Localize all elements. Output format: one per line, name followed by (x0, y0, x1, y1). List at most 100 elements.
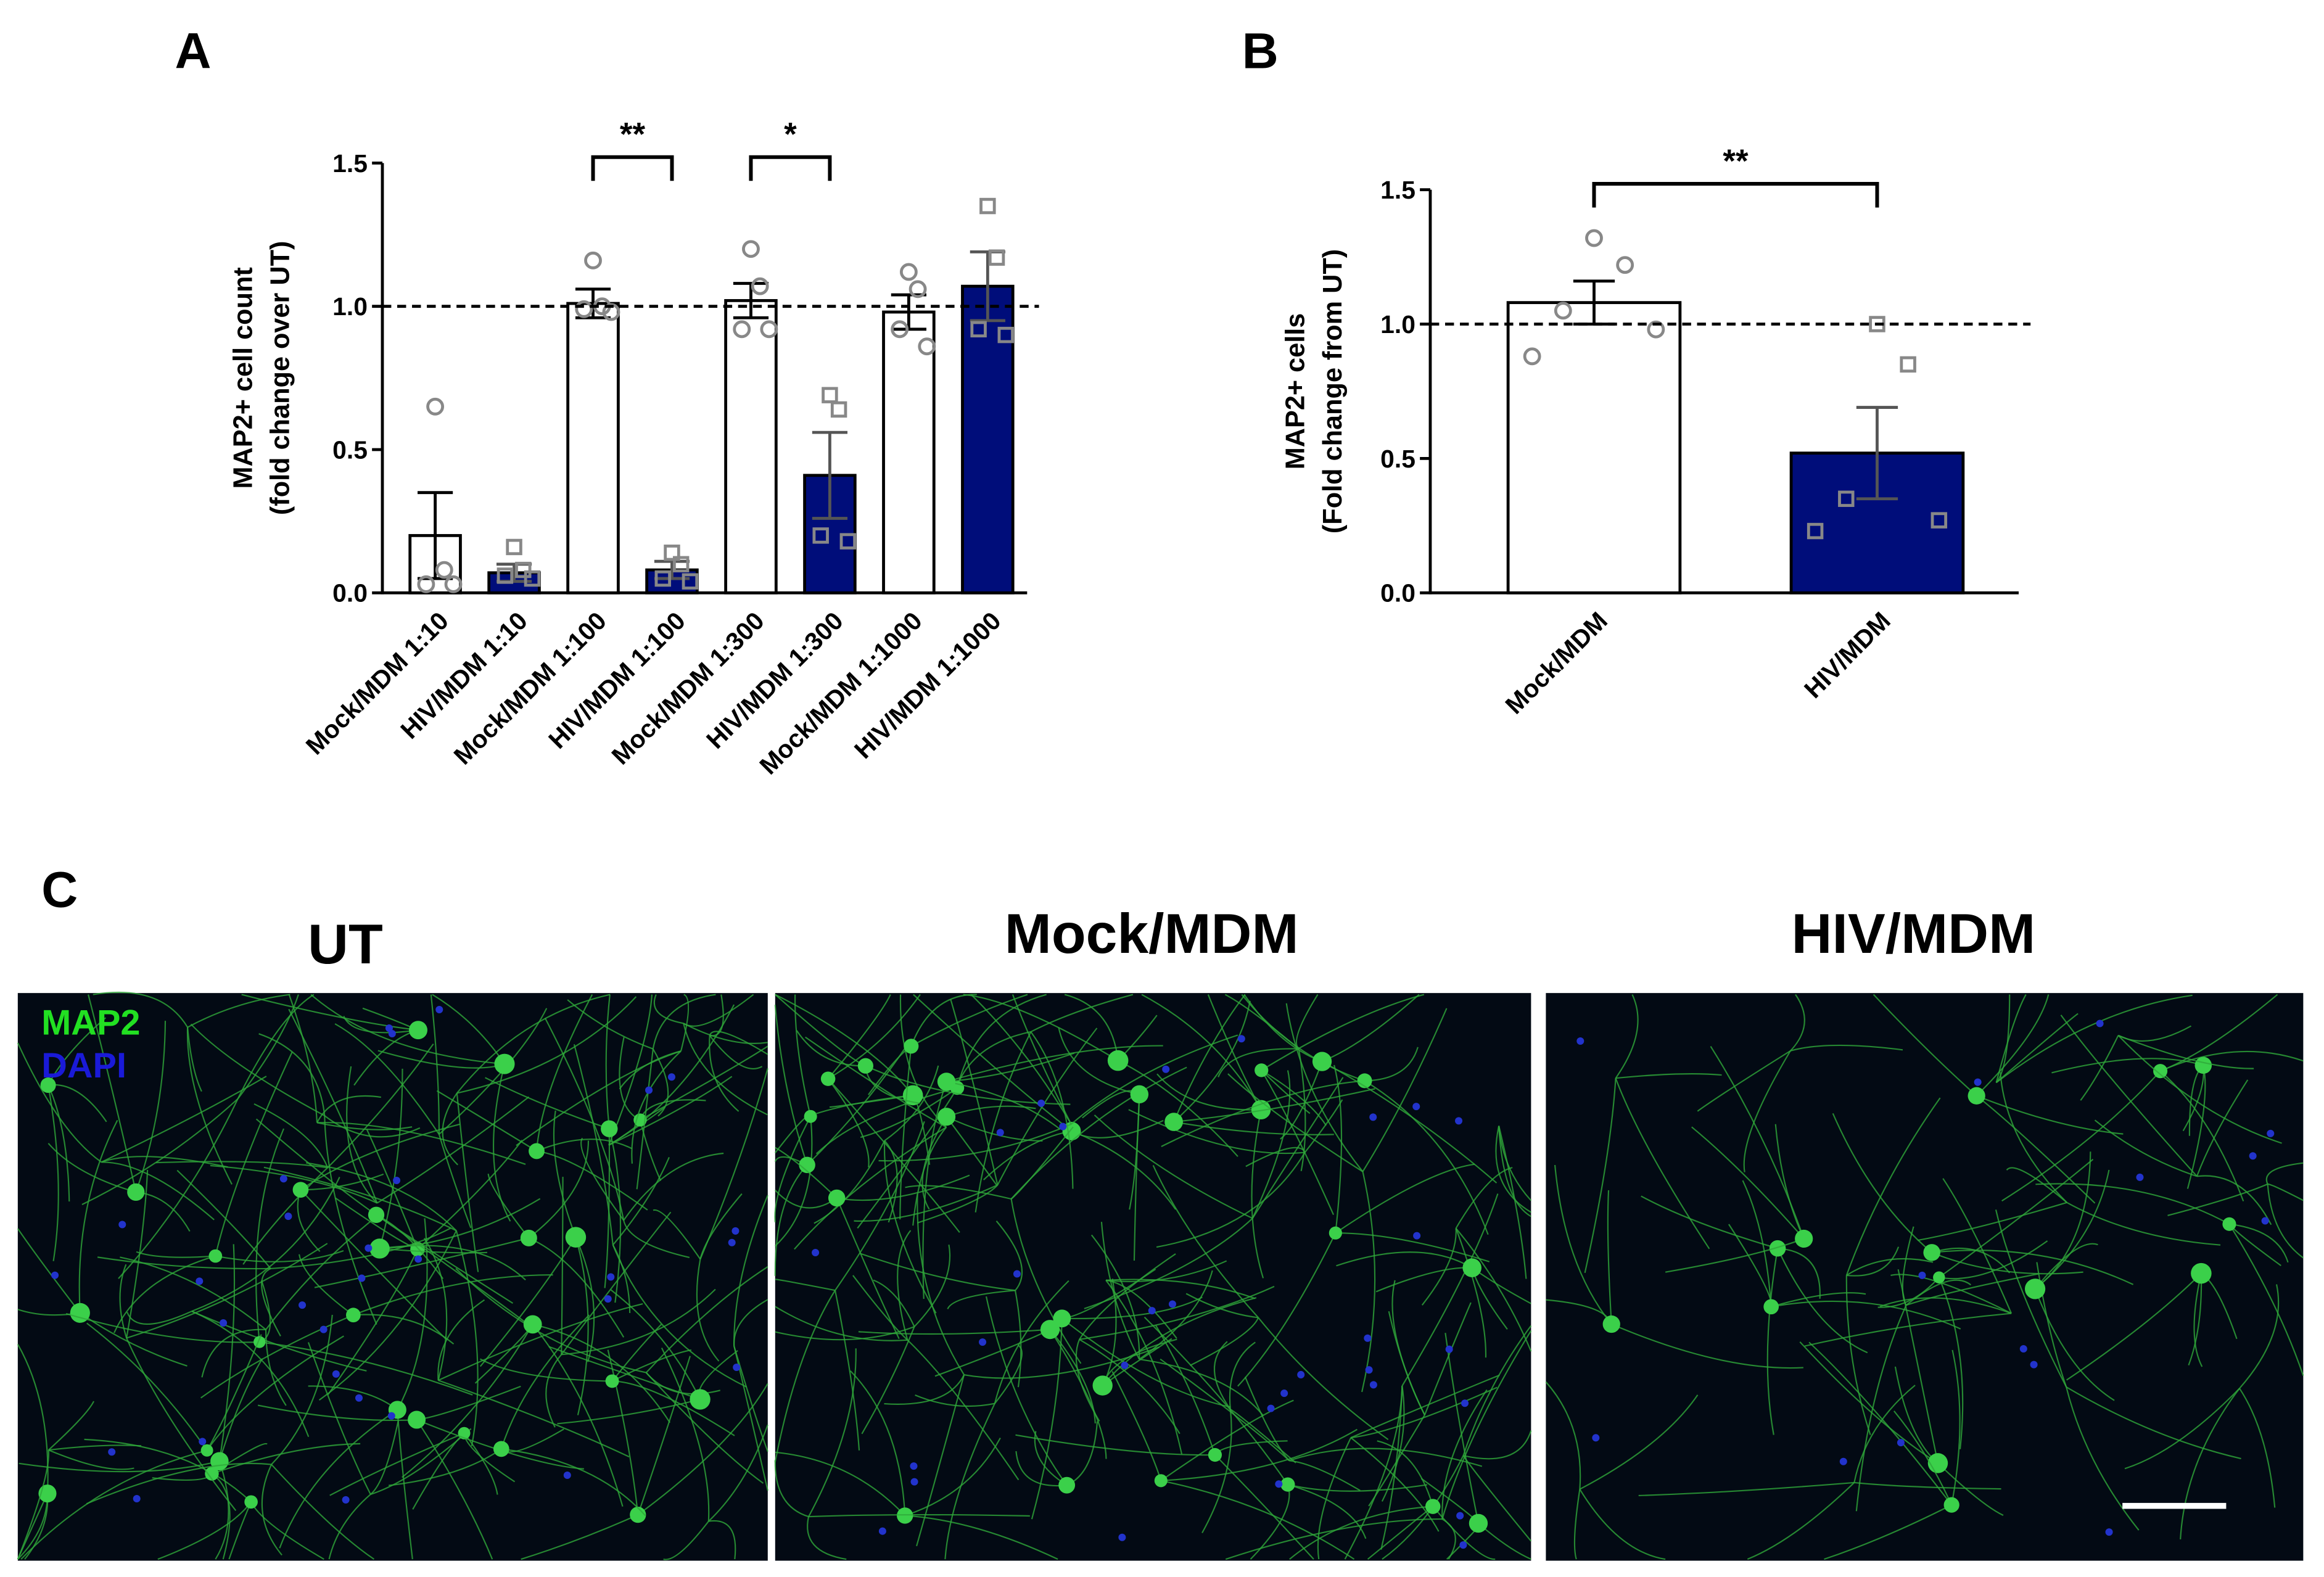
neurite (1111, 1371, 1162, 1481)
nucleus (1369, 1113, 1377, 1121)
nucleus (2261, 1217, 2269, 1225)
data-point (682, 573, 699, 590)
nucleus (342, 1496, 350, 1504)
neurite (86, 1322, 208, 1451)
neurite (995, 1221, 1023, 1291)
neurite (2267, 1183, 2304, 1201)
neurite (47, 1017, 107, 1086)
neurite (1462, 1455, 1532, 1542)
neurite (557, 1398, 701, 1425)
y-tick-label: 0.5 (1380, 445, 1415, 473)
y-tick-label: 1.5 (332, 149, 368, 178)
neurite (1902, 1226, 1914, 1306)
neurite (1031, 1318, 1063, 1520)
neurite (437, 1299, 485, 1381)
neurite (1498, 1126, 1531, 1217)
neurite (1401, 1193, 1499, 1386)
soma (205, 1467, 219, 1481)
neurite (65, 1313, 260, 1343)
neurite (318, 1230, 457, 1401)
soma (565, 1227, 587, 1248)
data-point (830, 401, 847, 418)
data-point (812, 527, 829, 544)
data-point (760, 320, 778, 339)
neurite (1287, 1484, 1367, 1539)
panel-label: C (41, 862, 78, 918)
soma (1053, 1309, 1071, 1328)
nucleus (199, 1438, 207, 1446)
neurite (1105, 1279, 1177, 1339)
soma (904, 1039, 919, 1054)
neurite (118, 1098, 239, 1279)
neurite (1424, 1302, 1472, 1415)
neurite (1361, 1171, 1376, 1393)
nucleus (2136, 1173, 2144, 1181)
bar (1506, 301, 1682, 595)
neurite (288, 1008, 378, 1204)
neurite (126, 1243, 328, 1339)
neurite (442, 1092, 458, 1166)
nucleus (910, 1462, 918, 1470)
neurite (1938, 1277, 1964, 1449)
neurite (1218, 1048, 1299, 1077)
neurite (479, 1237, 577, 1367)
neurite (1615, 1077, 1710, 1250)
neurite (2066, 1272, 2202, 1381)
neurite (1743, 1050, 1791, 1172)
nucleus (2267, 1129, 2275, 1137)
neurite (253, 1103, 329, 1168)
neurite (1285, 1003, 1364, 1172)
neurite (2188, 1273, 2202, 1366)
error-bar (733, 282, 769, 319)
neurite (1377, 1440, 1434, 1507)
neurite (328, 1494, 371, 1560)
neurite (849, 1370, 906, 1516)
neurite (215, 1052, 293, 1256)
neurite (1161, 1480, 1355, 1560)
neurite (1615, 994, 1639, 1079)
neurite (1790, 1044, 1903, 1052)
bar (566, 302, 620, 595)
significance-bracket (591, 155, 674, 181)
nucleus (878, 1527, 886, 1535)
neurite (136, 1251, 216, 1258)
neurite (1771, 1300, 1961, 1330)
neurite (1139, 1358, 1264, 1417)
neurite (1584, 1078, 1617, 1274)
neurite (645, 1372, 764, 1484)
neurite (1778, 1248, 1821, 1299)
neurite (97, 1256, 271, 1270)
neurite (807, 1516, 847, 1560)
soma (1208, 1447, 1222, 1462)
neurite (300, 1189, 447, 1340)
neurite (1129, 1094, 1140, 1210)
neurite (215, 1460, 229, 1560)
neurite (416, 1419, 493, 1560)
neurite (329, 1432, 464, 1496)
neurite (190, 1023, 325, 1116)
neurite (708, 1520, 736, 1560)
nucleus (1168, 1300, 1176, 1308)
neurite (1090, 1234, 1140, 1359)
neurite (314, 1237, 529, 1288)
neurite (575, 1237, 595, 1362)
neurite (917, 1193, 965, 1375)
neurite (487, 1174, 530, 1239)
neurite (1261, 1069, 1327, 1126)
neurite (1084, 1217, 1253, 1309)
data-point (970, 321, 987, 338)
soma (210, 1452, 229, 1470)
neurite (1030, 994, 1134, 1032)
neurite (2186, 1065, 2206, 1189)
neurite (2080, 1035, 2119, 1101)
soma (937, 1073, 956, 1091)
neurite (237, 994, 299, 1100)
nucleus (1267, 1404, 1275, 1412)
neurite (612, 1380, 735, 1436)
neurite (1877, 1277, 1940, 1308)
nucleus (563, 1472, 571, 1480)
neurite (47, 1085, 59, 1261)
soma (1923, 1244, 1940, 1261)
data-point (497, 567, 514, 584)
neurite (119, 1264, 128, 1338)
